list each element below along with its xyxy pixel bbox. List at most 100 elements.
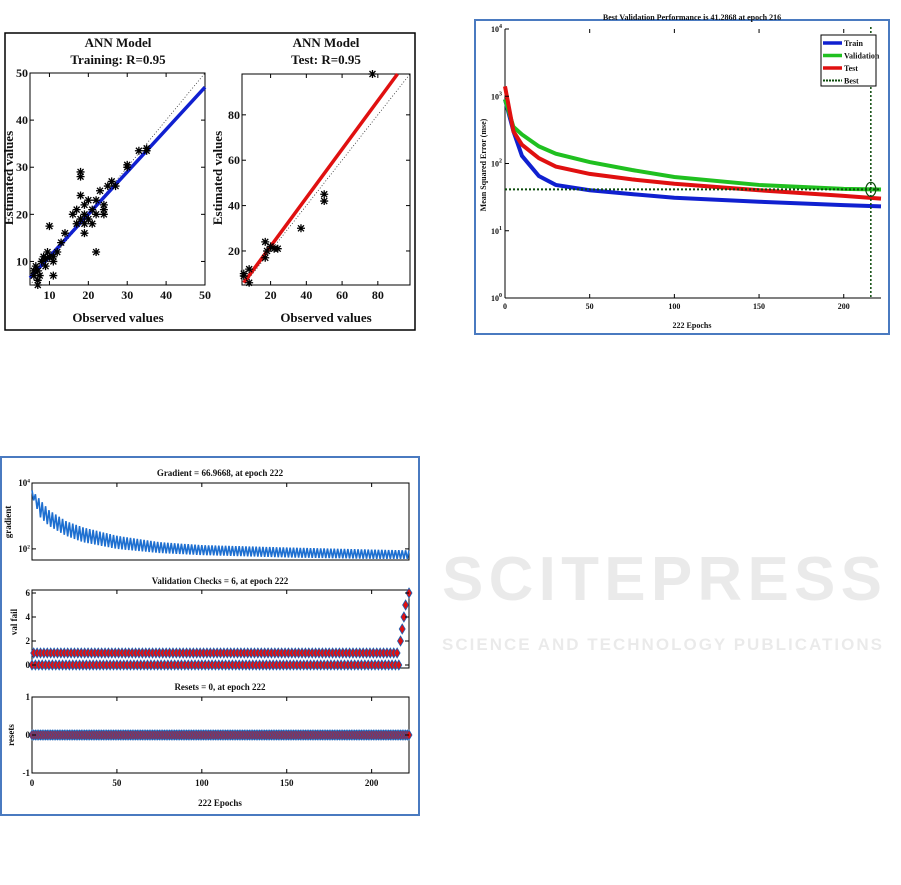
x-axis-label: 222 Epochs xyxy=(198,798,242,808)
data-point xyxy=(245,265,254,274)
data-point xyxy=(41,255,50,264)
legend-label: Test xyxy=(844,64,858,73)
scatter-panel-frame xyxy=(4,32,416,331)
data-point xyxy=(92,210,101,219)
data-point xyxy=(80,200,89,209)
y-tick-label: 1 xyxy=(26,692,31,702)
y-tick-label: 40 xyxy=(16,113,28,127)
data-point xyxy=(49,271,58,280)
data-point xyxy=(123,160,132,169)
y-tick-label: 4 xyxy=(26,612,31,622)
legend: Train Validation Test Best xyxy=(820,34,880,87)
x-tick-label: 50 xyxy=(586,302,594,311)
data-point xyxy=(80,229,89,238)
y-tick-label: 30 xyxy=(16,160,28,174)
x-tick-label: 100 xyxy=(195,778,209,788)
series-line-train xyxy=(503,98,882,209)
data-point xyxy=(398,623,406,635)
data-point xyxy=(76,215,85,224)
data-point xyxy=(53,248,62,257)
series-line-validation xyxy=(503,98,882,192)
y-axis-label: Estimated values xyxy=(210,131,225,225)
y-axis-label: gradient xyxy=(3,506,13,539)
x-tick-label: 200 xyxy=(365,778,379,788)
chart-title: ANN Model xyxy=(85,35,152,50)
data-point xyxy=(99,205,108,214)
legend-label: Train xyxy=(844,39,864,48)
test-scatter-chart: ANN Model Test: R=0.95 Observed values E… xyxy=(210,35,411,325)
data-point xyxy=(142,144,151,153)
data-point xyxy=(368,70,377,78)
x-tick-label: 20 xyxy=(265,288,277,302)
x-axis-label: 222 Epochs xyxy=(673,321,712,330)
data-point xyxy=(76,191,85,200)
data-point xyxy=(33,266,42,275)
validation-checks-chart: Validation Checks = 6, at epoch 222 val … xyxy=(9,576,413,671)
y-tick-label: 102 xyxy=(491,159,502,169)
data-point xyxy=(320,197,329,206)
data-point xyxy=(31,262,40,271)
y-tick-label: 104 xyxy=(491,24,502,34)
x-tick-label: 0 xyxy=(503,302,507,311)
x-tick-label: 200 xyxy=(838,302,850,311)
y-tick-label: 104 xyxy=(18,478,30,488)
data-point xyxy=(45,222,54,231)
y-tick-label: 20 xyxy=(228,244,240,258)
training-state-panel-frame xyxy=(0,456,420,816)
data-point xyxy=(92,196,101,205)
x-tick-label: 80 xyxy=(372,288,384,302)
data-point xyxy=(29,271,38,280)
x-tick-label: 100 xyxy=(668,302,680,311)
data-point xyxy=(49,257,58,266)
data-point xyxy=(88,219,97,228)
data-point xyxy=(245,278,254,287)
data-point xyxy=(41,262,50,271)
x-axis-label: Observed values xyxy=(72,310,163,325)
data-point xyxy=(80,219,89,228)
best-marker xyxy=(865,181,877,197)
y-tick-label: 20 xyxy=(16,207,28,221)
data-point xyxy=(33,281,42,289)
data-point xyxy=(57,238,66,247)
data-point xyxy=(103,182,112,191)
data-point xyxy=(261,237,270,246)
y-tick-label: 50 xyxy=(16,66,28,80)
y-tick-label: -1 xyxy=(23,768,31,778)
data-point xyxy=(61,229,69,238)
y-tick-label: 60 xyxy=(228,153,240,167)
y-tick-label: 40 xyxy=(228,199,240,213)
plot-area xyxy=(31,482,410,561)
fit-line xyxy=(28,85,207,280)
y-axis-label: Mean Squared Error (mse) xyxy=(479,118,488,211)
y-tick-label: 0 xyxy=(26,660,31,670)
x-tick-label: 40 xyxy=(160,288,172,302)
data-point xyxy=(111,182,120,191)
chart-title: Resets = 0, at epoch 222 xyxy=(174,682,266,692)
data-point xyxy=(239,271,248,280)
x-tick-label: 150 xyxy=(753,302,765,311)
data-point xyxy=(37,257,46,266)
data-point xyxy=(397,635,404,647)
watermark-line2: SCIENCE AND TECHNOLOGY PUBLICATIONS xyxy=(442,635,882,654)
data-point xyxy=(261,253,270,262)
x-tick-label: 0 xyxy=(30,778,35,788)
x-tick-label: 30 xyxy=(121,288,133,302)
data-point xyxy=(393,647,401,659)
data-point xyxy=(296,224,305,233)
x-tick-label: 60 xyxy=(336,288,348,302)
chart-title: Validation Checks = 6, at epoch 222 xyxy=(152,576,289,586)
y-tick-label: 102 xyxy=(18,544,30,554)
gradient-chart: Gradient = 66.9668, at epoch 222 gradien… xyxy=(3,468,410,561)
data-point xyxy=(84,215,93,224)
chart-title: Best Validation Performance is 41.2868 a… xyxy=(603,13,781,22)
data-point xyxy=(76,172,85,181)
watermark: SCITEPRESS SCIENCE AND TECHNOLOGY PUBLIC… xyxy=(442,545,882,654)
resets-chart: Resets = 0, at epoch 222 resets 222 Epoc… xyxy=(6,682,413,808)
data-point xyxy=(84,196,93,205)
chart-title: ANN Model xyxy=(293,35,360,50)
data-point xyxy=(68,210,77,219)
chart-title: Gradient = 66.9668, at epoch 222 xyxy=(157,468,284,478)
data-point xyxy=(99,210,108,219)
y-axis-label: Estimated values xyxy=(1,131,16,225)
